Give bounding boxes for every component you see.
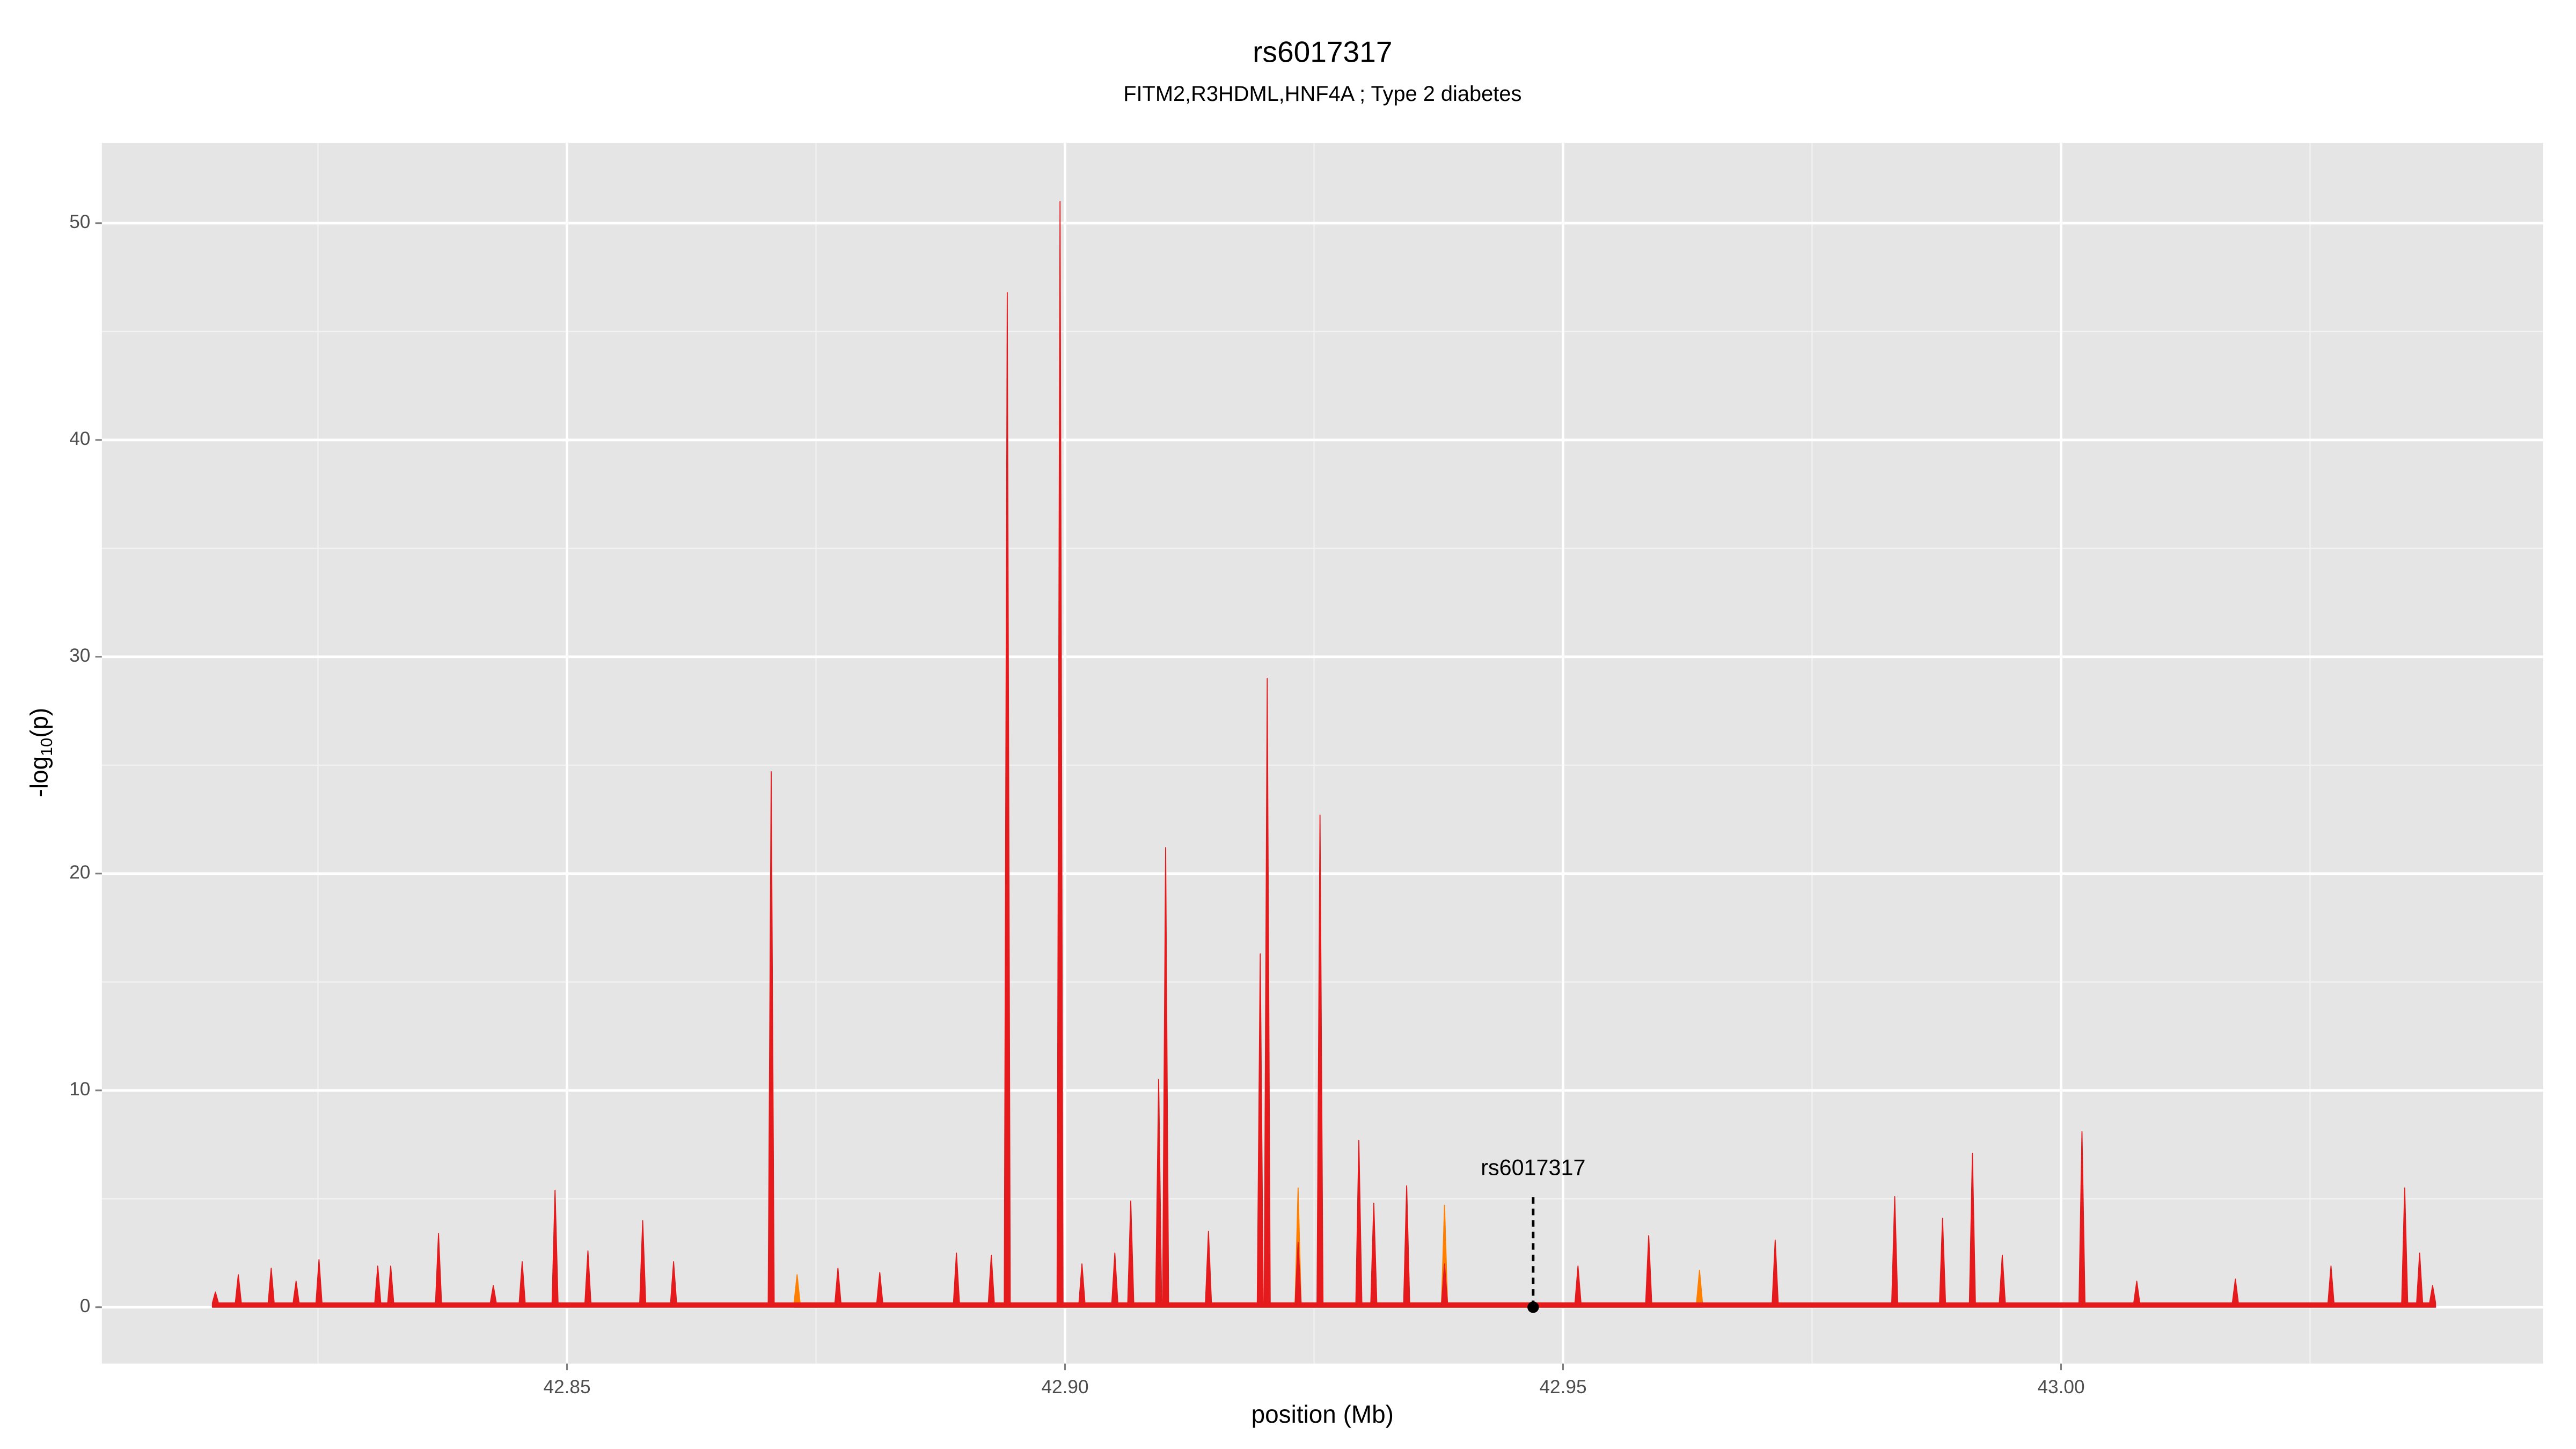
area bbox=[211, 201, 2436, 1308]
chart-title: rs6017317 bbox=[1253, 35, 1392, 69]
y-tick-label: 20 bbox=[69, 862, 90, 883]
y-axis-label: -log10(p) bbox=[25, 708, 56, 797]
annotation-point bbox=[1527, 1301, 1539, 1313]
y-tick-label: 30 bbox=[69, 645, 90, 666]
y-tick-label: 0 bbox=[80, 1296, 91, 1316]
y-tick-label: 10 bbox=[69, 1079, 90, 1100]
x-tick-label: 42.85 bbox=[544, 1377, 591, 1397]
x-tick-label: 43.00 bbox=[2037, 1377, 2084, 1397]
y-label-suffix: (p) bbox=[25, 708, 53, 738]
y-tick-label: 40 bbox=[69, 428, 90, 449]
y-label-sub: 10 bbox=[38, 738, 56, 756]
y-tick-label: 50 bbox=[69, 211, 90, 232]
chart-subtitle: FITM2,R3HDML,HNF4A ; Type 2 diabetes bbox=[1123, 82, 1521, 106]
x-tick-label: 42.90 bbox=[1041, 1377, 1088, 1397]
x-tick-label: 42.95 bbox=[1539, 1377, 1586, 1397]
x-axis-label: position (Mb) bbox=[1252, 1400, 1394, 1428]
y-label-prefix: -log bbox=[25, 756, 53, 797]
annotation-label: rs6017317 bbox=[1481, 1155, 1585, 1180]
